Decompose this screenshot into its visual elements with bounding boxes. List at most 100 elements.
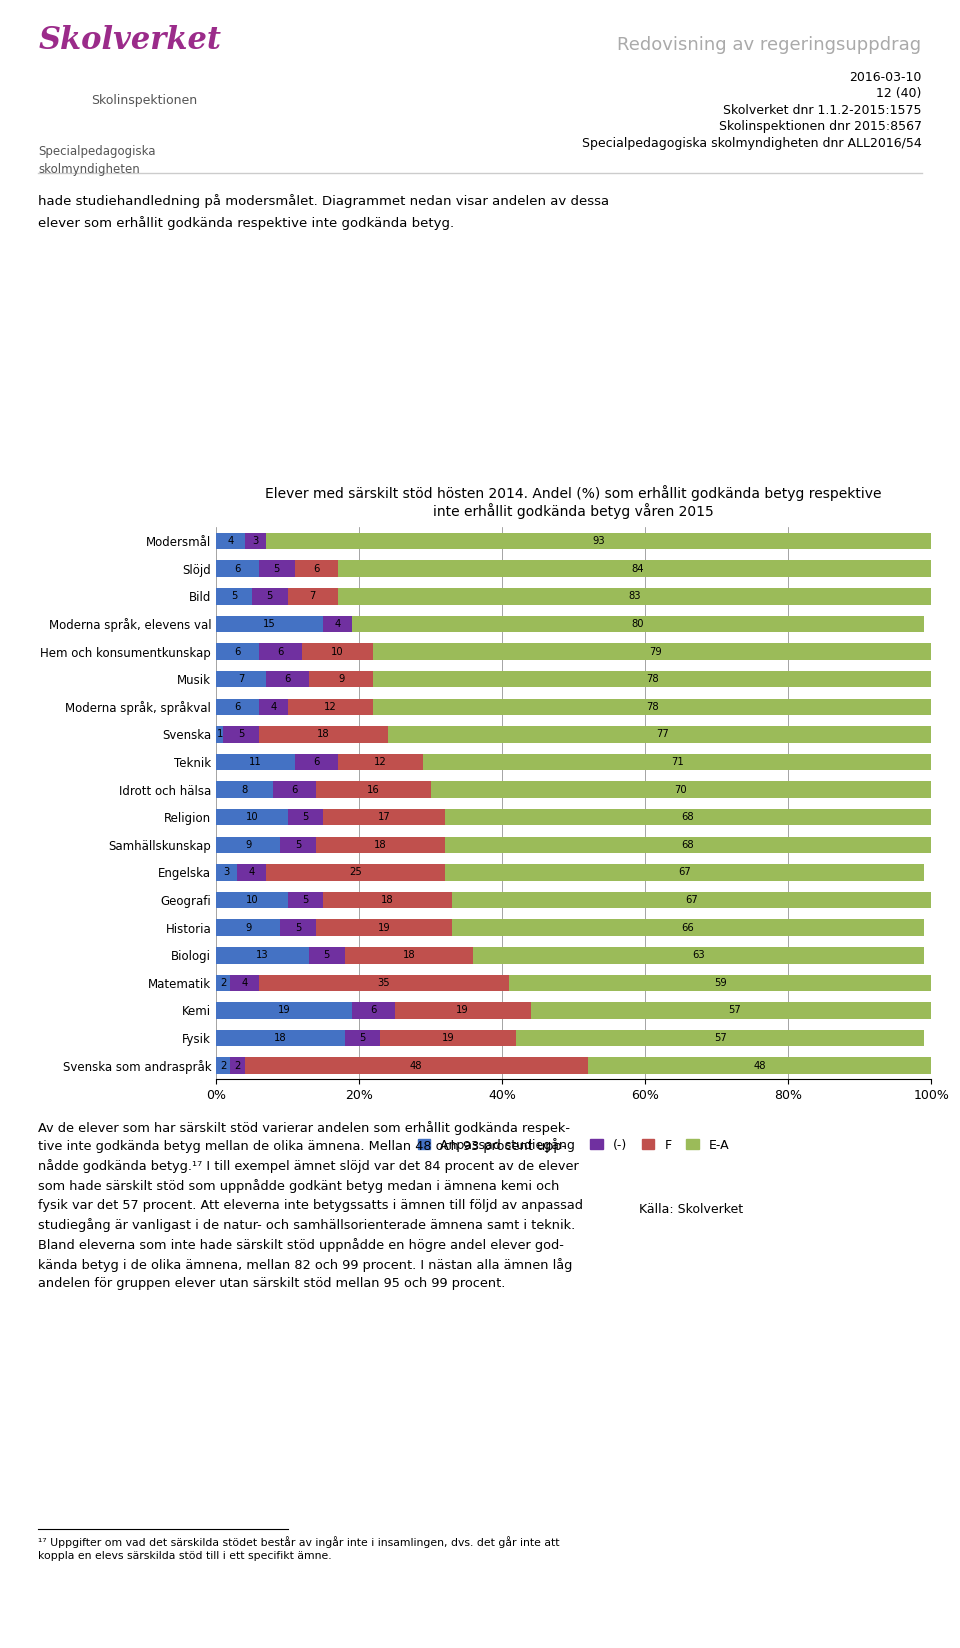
- Text: 5: 5: [359, 1033, 366, 1043]
- Text: 2016-03-10: 2016-03-10: [850, 71, 922, 84]
- Bar: [216, 1058, 230, 1074]
- Bar: [259, 643, 301, 659]
- Text: 4: 4: [249, 867, 255, 877]
- Text: Skolinspektionen: Skolinspektionen: [91, 94, 198, 107]
- Bar: [288, 809, 324, 826]
- Text: Specialpedagogiska: Specialpedagogiska: [38, 145, 156, 158]
- Text: Av de elever som har särskilt stöd varierar andelen som erhållit godkända respek: Av de elever som har särskilt stöd varie…: [38, 1121, 584, 1290]
- Text: 5: 5: [238, 730, 244, 740]
- Bar: [316, 920, 452, 936]
- Bar: [324, 616, 352, 633]
- Text: 59: 59: [714, 977, 727, 987]
- Bar: [288, 588, 338, 605]
- Bar: [516, 1030, 924, 1046]
- Text: 5: 5: [295, 923, 301, 933]
- Text: 2: 2: [220, 1061, 227, 1071]
- Text: 8: 8: [242, 784, 248, 794]
- Text: skolmyndigheten: skolmyndigheten: [38, 163, 140, 176]
- Bar: [295, 753, 338, 770]
- Text: ¹⁷ Uppgifter om vad det särskilda stödet består av ingår inte i insamlingen, dvs: ¹⁷ Uppgifter om vad det särskilda stödet…: [38, 1536, 560, 1561]
- Text: 11: 11: [249, 756, 262, 766]
- Text: 67: 67: [678, 867, 691, 877]
- Text: 70: 70: [675, 784, 687, 794]
- Text: 68: 68: [682, 840, 694, 850]
- Bar: [259, 727, 388, 743]
- Bar: [352, 1002, 395, 1018]
- Bar: [237, 864, 266, 880]
- Text: 4: 4: [228, 536, 233, 545]
- Text: 19: 19: [377, 923, 391, 933]
- Text: 9: 9: [245, 840, 252, 850]
- Bar: [216, 1002, 352, 1018]
- Text: Källa: Skolverket: Källa: Skolverket: [639, 1203, 743, 1216]
- Text: 5: 5: [295, 840, 301, 850]
- Bar: [223, 727, 259, 743]
- Text: 6: 6: [371, 1005, 376, 1015]
- Bar: [345, 1030, 380, 1046]
- Text: 18: 18: [381, 895, 394, 905]
- Text: 19: 19: [456, 1005, 469, 1015]
- Text: 12: 12: [324, 702, 337, 712]
- Text: 6: 6: [292, 784, 298, 794]
- Text: 9: 9: [338, 674, 345, 684]
- Text: 4: 4: [270, 702, 276, 712]
- Text: 19: 19: [442, 1033, 455, 1043]
- Bar: [216, 588, 252, 605]
- Text: 7: 7: [309, 592, 316, 602]
- Bar: [373, 671, 931, 687]
- Text: 6: 6: [234, 646, 241, 656]
- Bar: [216, 643, 259, 659]
- Bar: [444, 864, 924, 880]
- Text: Skolinspektionen dnr 2015:8567: Skolinspektionen dnr 2015:8567: [719, 120, 922, 133]
- Text: 2: 2: [234, 1061, 241, 1071]
- Bar: [216, 974, 230, 990]
- Bar: [216, 892, 288, 908]
- Text: 17: 17: [377, 812, 391, 822]
- Text: 6: 6: [277, 646, 283, 656]
- Text: 10: 10: [246, 895, 258, 905]
- Text: 6: 6: [313, 756, 320, 766]
- Bar: [280, 920, 316, 936]
- Bar: [309, 948, 345, 964]
- Text: 78: 78: [646, 674, 659, 684]
- Bar: [245, 1058, 588, 1074]
- Bar: [444, 809, 931, 826]
- Bar: [309, 671, 373, 687]
- Bar: [444, 837, 931, 854]
- Text: 13: 13: [256, 951, 269, 961]
- Text: 18: 18: [317, 730, 329, 740]
- Text: 19: 19: [277, 1005, 290, 1015]
- Bar: [352, 616, 924, 633]
- Text: Specialpedagogiska skolmyndigheten dnr ALL2016/54: Specialpedagogiska skolmyndigheten dnr A…: [582, 137, 922, 150]
- Bar: [259, 974, 509, 990]
- Bar: [259, 699, 288, 715]
- Bar: [316, 837, 444, 854]
- Text: 5: 5: [302, 895, 308, 905]
- Bar: [266, 671, 309, 687]
- Bar: [423, 753, 931, 770]
- Bar: [373, 699, 931, 715]
- Text: 10: 10: [331, 646, 344, 656]
- Text: 57: 57: [714, 1033, 727, 1043]
- Text: 18: 18: [403, 951, 416, 961]
- Text: 3: 3: [252, 536, 258, 545]
- Text: 48: 48: [754, 1061, 766, 1071]
- Bar: [216, 781, 274, 798]
- Text: 7: 7: [238, 674, 244, 684]
- Text: 1: 1: [216, 730, 223, 740]
- Bar: [288, 892, 324, 908]
- Text: 10: 10: [246, 812, 258, 822]
- Bar: [588, 1058, 931, 1074]
- Bar: [216, 864, 237, 880]
- Bar: [345, 948, 473, 964]
- Text: 35: 35: [377, 977, 391, 987]
- Text: 57: 57: [728, 1005, 741, 1015]
- Text: 3: 3: [224, 867, 229, 877]
- Text: 63: 63: [692, 951, 705, 961]
- Bar: [452, 892, 931, 908]
- Text: 78: 78: [646, 702, 659, 712]
- Bar: [316, 781, 430, 798]
- Text: 84: 84: [632, 564, 644, 574]
- Bar: [216, 920, 280, 936]
- Bar: [274, 781, 316, 798]
